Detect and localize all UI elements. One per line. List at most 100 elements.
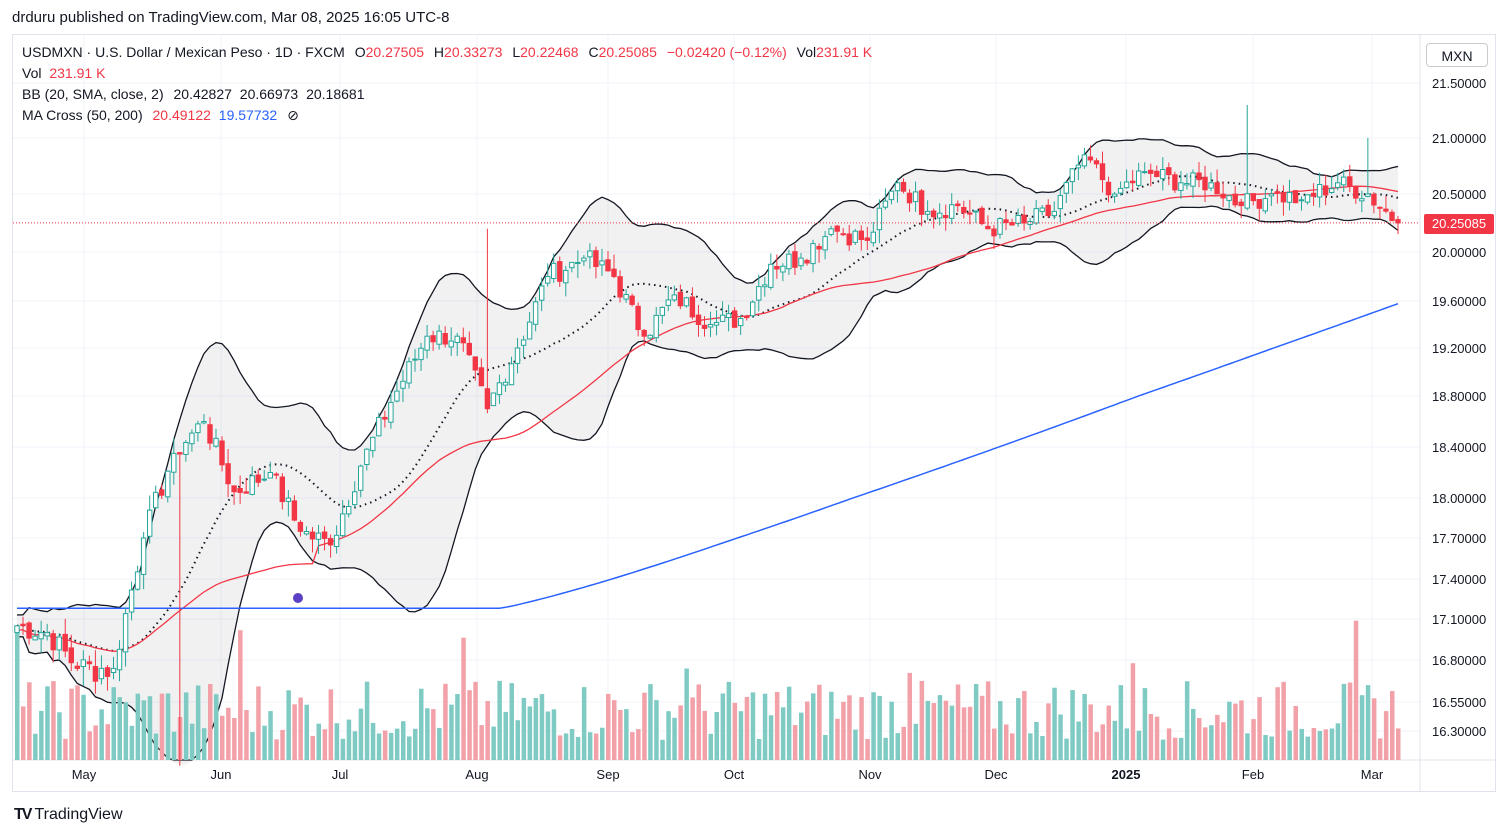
price-axis-label: 19.20000 [1432, 341, 1486, 356]
volume-bar [925, 700, 931, 760]
candle-body [937, 212, 943, 219]
price-axis-label: 16.30000 [1432, 724, 1486, 739]
volume-bar [521, 697, 527, 760]
candle-body [1383, 208, 1389, 212]
volume-bar [39, 710, 44, 760]
candle-body [267, 472, 274, 479]
candle-body [816, 246, 822, 250]
volume-bar [871, 692, 876, 760]
candle-body [412, 358, 418, 361]
price-axis-label: 18.00000 [1432, 491, 1486, 506]
candle-body [979, 207, 985, 225]
candle-body [599, 260, 605, 266]
candle-body [689, 296, 696, 318]
volume-bar [961, 707, 967, 760]
candle-body [1130, 180, 1136, 184]
candle-body [1099, 163, 1106, 181]
volume-bar [575, 736, 581, 760]
candle-body [225, 463, 231, 485]
candle-body [725, 313, 732, 319]
volume-bar [792, 725, 798, 760]
volume-bar [593, 733, 599, 760]
price-axis-label: 17.40000 [1432, 572, 1486, 587]
volume-bar [226, 707, 231, 760]
volume-bar [123, 702, 129, 760]
volume-bar [69, 688, 74, 760]
volume-bar [539, 694, 545, 760]
candle-body [165, 470, 171, 498]
volume-bar [569, 729, 575, 760]
volume-bar [587, 732, 593, 760]
candle-body [894, 182, 901, 192]
volume-bar [1197, 718, 1202, 760]
candle-body [394, 390, 400, 402]
candle-body [617, 276, 623, 298]
ma-cross-marker [293, 593, 303, 603]
candle-body [201, 421, 207, 424]
volume-bar [1287, 730, 1292, 760]
volume-bar [370, 722, 376, 760]
volume-bar [774, 692, 780, 760]
volume-bar [1341, 683, 1347, 760]
candle-body [207, 424, 213, 444]
candle-body [973, 210, 979, 213]
currency-selector[interactable]: MXN [1426, 43, 1488, 67]
time-axis-label: Nov [858, 767, 882, 782]
volume-indicator-label: Vol [22, 65, 42, 81]
candle-body [454, 335, 460, 344]
volume-bar [1058, 714, 1063, 760]
volume-indicator-value: 231.91 K [49, 65, 106, 81]
candle-body [140, 537, 147, 575]
candle-body [255, 474, 261, 483]
volume-bar [394, 728, 400, 760]
candle-body [701, 324, 708, 329]
volume-bar [811, 693, 816, 760]
volume-bar [256, 686, 261, 760]
footer-brand[interactable]: TV TradingView [14, 806, 123, 824]
candle-body [563, 269, 569, 284]
volume-bar [937, 695, 943, 760]
legend-bb-line[interactable]: BB (20, SMA, close, 2) 20.42827 20.66973… [22, 86, 365, 102]
candle-body [291, 500, 298, 521]
volume-bar [437, 727, 442, 760]
candle-body [490, 392, 497, 407]
volume-bar [660, 739, 665, 760]
candle-body [1377, 206, 1383, 209]
candle-body [798, 257, 804, 267]
symbol-name[interactable]: USDMXN · U.S. Dollar / Mexican Peso · 1D… [22, 44, 345, 60]
ma200-line [17, 302, 1399, 610]
candle-body [1196, 172, 1202, 181]
legend-symbol-line[interactable]: USDMXN · U.S. Dollar / Mexican Peso · 1D… [22, 44, 872, 60]
candle-body [943, 215, 949, 219]
chart-frame [12, 34, 1496, 792]
candle-body [1274, 191, 1281, 194]
candle-body [1160, 169, 1166, 180]
volume-bar [786, 686, 792, 760]
volume-bar [352, 731, 358, 760]
volume-bar [105, 724, 110, 760]
legend-volume-line[interactable]: Vol 231.91 K [22, 65, 105, 81]
candle-body [653, 314, 659, 339]
candle-body [436, 330, 442, 345]
volume-bar [738, 711, 744, 760]
volume-bar [1396, 728, 1401, 760]
legend-ma-line[interactable]: MA Cross (50, 200) 20.49122 19.57732 ⊘ [22, 107, 299, 124]
volume-bar [208, 684, 213, 760]
bollinger-lower-band [17, 205, 1399, 761]
volume-bar [1046, 703, 1051, 760]
candle-body [213, 437, 219, 447]
candle-body [1190, 172, 1196, 187]
volume-bar [220, 715, 225, 760]
volume-bar [1124, 728, 1130, 760]
volume-bar [1191, 708, 1196, 760]
candle-body [581, 257, 587, 262]
volume-bar [943, 700, 949, 760]
candle-body [346, 506, 352, 515]
eye-slash-icon[interactable]: ⊘ [287, 107, 299, 123]
volume-bar [1136, 730, 1142, 760]
candle-body [1033, 208, 1039, 224]
candle-body [677, 291, 684, 307]
candle-body [1172, 174, 1178, 191]
volume-bar [33, 733, 38, 760]
